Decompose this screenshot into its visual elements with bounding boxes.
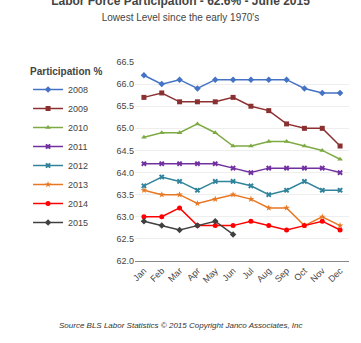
svg-text:Source BLS Labor Statistics ©: Source BLS Labor Statistics © 2015 Copyr… xyxy=(59,321,303,330)
svg-text:Apr: Apr xyxy=(185,266,202,283)
svg-text:Labor Force Participation - 62: Labor Force Participation - 62.6% - June… xyxy=(51,0,310,23)
svg-text:65.5: 65.5 xyxy=(116,101,134,111)
svg-text:2015: 2015 xyxy=(68,218,88,228)
svg-text:Jan: Jan xyxy=(131,266,148,283)
svg-text:May: May xyxy=(201,265,220,284)
svg-text:Oct: Oct xyxy=(292,265,309,282)
svg-text:Aug: Aug xyxy=(255,266,273,284)
svg-text:62.5: 62.5 xyxy=(116,234,134,244)
svg-text:63.5: 63.5 xyxy=(116,190,134,200)
svg-text:Jun: Jun xyxy=(220,266,237,283)
svg-text:62.0: 62.0 xyxy=(116,256,134,266)
svg-text:64.0: 64.0 xyxy=(116,168,134,178)
svg-text:2010: 2010 xyxy=(68,123,88,133)
svg-text:63.0: 63.0 xyxy=(116,212,134,222)
svg-text:2011: 2011 xyxy=(68,142,87,152)
svg-text:2013: 2013 xyxy=(68,180,88,190)
svg-text:66.5: 66.5 xyxy=(116,57,134,67)
svg-text:Participation %: Participation % xyxy=(30,66,102,77)
svg-text:Feb: Feb xyxy=(148,266,166,284)
svg-text:Nov: Nov xyxy=(308,265,327,284)
svg-text:64.5: 64.5 xyxy=(116,146,134,156)
svg-text:2014: 2014 xyxy=(68,199,88,209)
svg-text:2008: 2008 xyxy=(68,85,88,95)
svg-text:65.0: 65.0 xyxy=(116,123,134,133)
svg-text:2009: 2009 xyxy=(68,104,88,114)
svg-text:Dec: Dec xyxy=(326,265,345,284)
svg-text:Jul: Jul xyxy=(240,266,255,281)
svg-text:66.0: 66.0 xyxy=(116,79,134,89)
svg-text:Mar: Mar xyxy=(166,266,184,284)
svg-text:2012: 2012 xyxy=(68,161,88,171)
svg-text:Sep: Sep xyxy=(273,266,291,284)
